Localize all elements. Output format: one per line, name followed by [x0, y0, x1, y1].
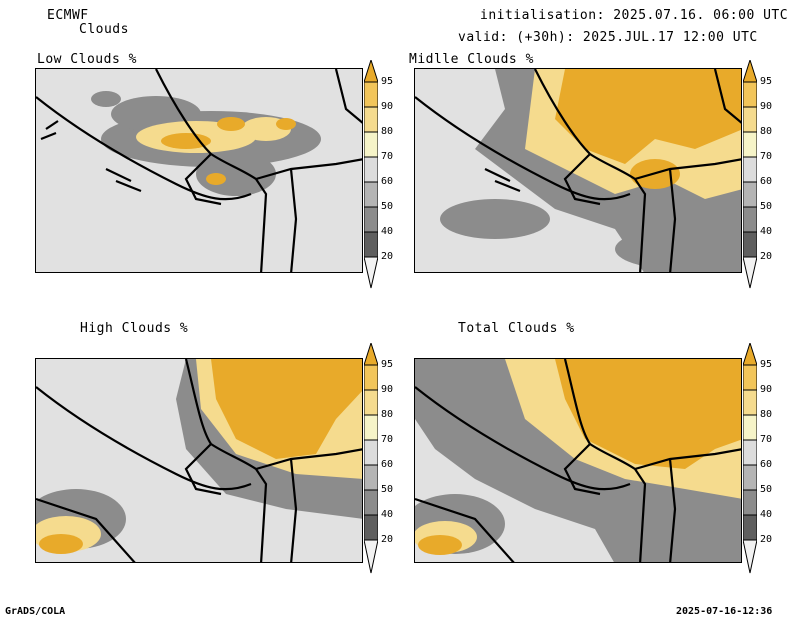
colorbar-tick: 20: [381, 251, 394, 262]
total-clouds-map: [414, 358, 742, 563]
colorbar-tick: 90: [760, 384, 773, 395]
colorbar-tick: 90: [760, 101, 773, 112]
colorbar-tick: 60: [381, 459, 394, 470]
colorbar-tick: 40: [760, 226, 773, 237]
total-clouds-title: Total Clouds %: [458, 321, 575, 336]
colorbar-tick: 20: [760, 534, 773, 545]
colorbar-tick: 80: [760, 126, 773, 137]
colorbar-tick: 50: [381, 484, 394, 495]
middle-clouds-map: [414, 68, 742, 273]
colorbar-tick: 40: [381, 226, 394, 237]
colorbar-tick: 20: [760, 251, 773, 262]
colorbar-tick: 20: [381, 534, 394, 545]
footer-timestamp: 2025-07-16-12:36: [676, 606, 773, 617]
initialisation-text: initialisation: 2025.07.16. 06:00 UTC: [480, 8, 789, 23]
colorbar-tick: 70: [760, 151, 773, 162]
colorbar-tick: 90: [381, 384, 394, 395]
high-clouds-map: [35, 358, 363, 563]
colorbar-tick: 50: [760, 484, 773, 495]
colorbar-tick: 60: [381, 176, 394, 187]
colorbar-tick: 50: [760, 201, 773, 212]
colorbar-tick: 80: [381, 409, 394, 420]
footer-software-label: GrADS/COLA: [5, 606, 66, 617]
middle-clouds-title: Midlle Clouds %: [409, 52, 534, 67]
colorbar-tick: 95: [381, 76, 394, 87]
product-label: Clouds: [79, 22, 129, 37]
valid-time-text: valid: (+30h): 2025.JUL.17 12:00 UTC: [458, 30, 758, 45]
colorbar-tick: 80: [760, 409, 773, 420]
model-label: ECMWF: [47, 8, 89, 23]
high-clouds-title: High Clouds %: [80, 321, 189, 336]
low-clouds-title: Low Clouds %: [37, 52, 137, 67]
colorbar-tick: 80: [381, 126, 394, 137]
colorbar-tick: 70: [381, 151, 394, 162]
colorbar-tick: 70: [760, 434, 773, 445]
colorbar-tick: 60: [760, 176, 773, 187]
colorbar-tick: 95: [381, 359, 394, 370]
colorbar-tick: 90: [381, 101, 394, 112]
colorbar-tick: 50: [381, 201, 394, 212]
colorbar-tick: 40: [760, 509, 773, 520]
low-clouds-map: [35, 68, 363, 273]
colorbar-tick: 95: [760, 359, 773, 370]
colorbar-tick: 70: [381, 434, 394, 445]
colorbar-tick: 60: [760, 459, 773, 470]
colorbar-tick: 95: [760, 76, 773, 87]
colorbar-tick: 40: [381, 509, 394, 520]
